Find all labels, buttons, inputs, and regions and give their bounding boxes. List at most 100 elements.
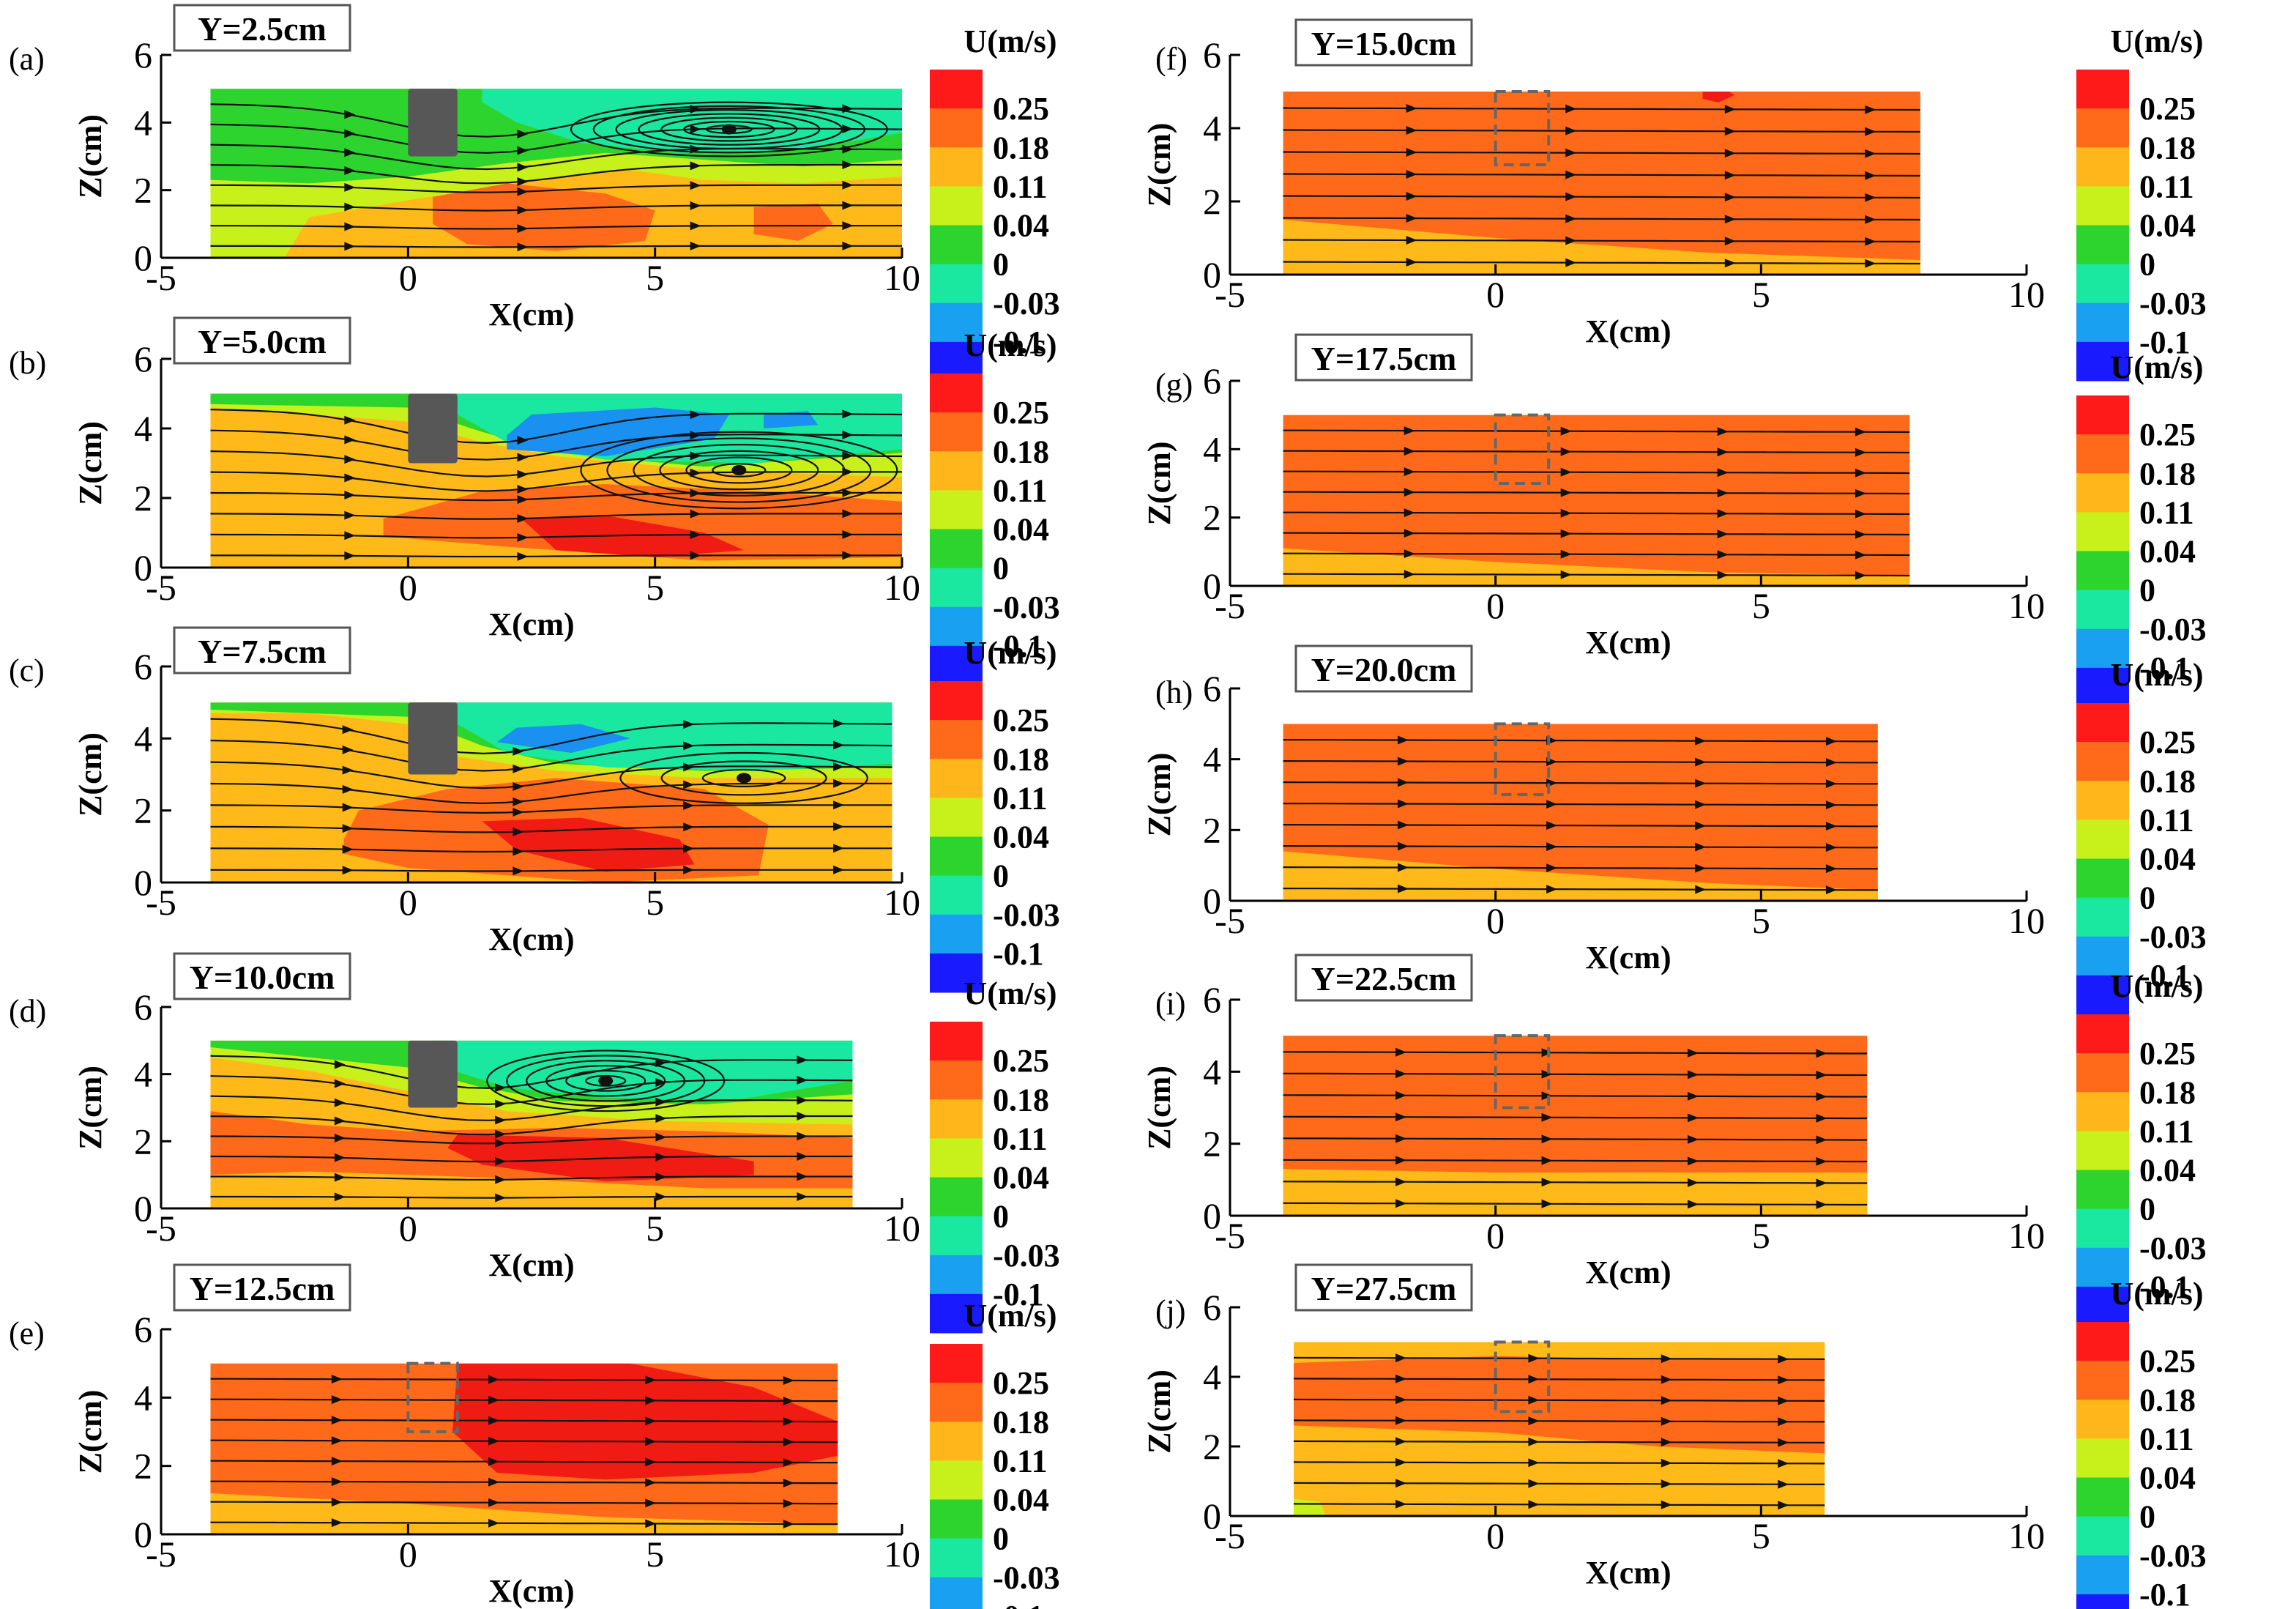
panel-label: (b)	[9, 345, 46, 381]
colorbar-title: U(m/s)	[2110, 349, 2203, 385]
streamline	[210, 1135, 853, 1145]
stream-arrow	[495, 1193, 507, 1203]
contour-region-orange	[1283, 220, 1920, 275]
contour-region-blue	[496, 724, 630, 753]
stream-arrow	[1404, 529, 1415, 538]
contour-region-blue	[507, 407, 729, 456]
stream-arrow	[783, 1396, 794, 1405]
colorbar-cell	[930, 953, 983, 993]
colorbar-cell	[2076, 1477, 2129, 1517]
x-tick-label: 0	[399, 882, 417, 923]
x-tick-label: -5	[1215, 585, 1245, 626]
cylinder-solid	[408, 702, 458, 775]
title-box	[173, 1263, 351, 1312]
colorbar-tick-label: 0.11	[993, 1443, 1048, 1479]
stream-arrow	[1560, 488, 1572, 497]
stream-arrow	[1688, 1070, 1699, 1080]
streamline	[1283, 739, 1878, 743]
stream-arrow	[344, 148, 356, 157]
stream-arrow	[331, 1416, 343, 1425]
vortex-ring	[685, 456, 793, 484]
colorbar-cell	[2076, 512, 2129, 551]
stream-arrow	[783, 1457, 794, 1467]
stream-arrow	[1717, 550, 1729, 560]
x-tick-label: 5	[1752, 274, 1770, 315]
streamline	[1283, 429, 1910, 434]
colorbar-cell	[2076, 186, 2129, 226]
stream-arrow	[833, 800, 845, 810]
colorbar: U(m/s)0.250.180.110.040-0.03-0.1	[930, 635, 1060, 993]
stream-arrow	[1398, 799, 1409, 809]
streamlines	[210, 718, 892, 876]
stream-arrow	[488, 1395, 500, 1405]
stream-arrow	[1565, 192, 1577, 201]
stream-arrow	[1398, 757, 1409, 766]
y-tick-label: 6	[134, 986, 152, 1028]
colorbar: U(m/s)0.250.180.110.040-0.03-0.1	[930, 1298, 1060, 1609]
colorbar-tick-label: 0.25	[2139, 1036, 2196, 1071]
stream-arrow	[1660, 1354, 1672, 1364]
stream-arrow	[1865, 237, 1876, 246]
stream-arrow	[344, 202, 356, 212]
stream-arrow	[1778, 1479, 1789, 1489]
colorbar-cell	[2076, 897, 2129, 937]
y-tick-label: 2	[134, 1446, 152, 1487]
contour-field	[210, 1040, 853, 1208]
stream-arrow	[1660, 1375, 1672, 1384]
stream-arrow	[517, 129, 529, 138]
stream-arrow	[1395, 1134, 1407, 1143]
panel-title: Y=5.0cm	[198, 323, 327, 360]
stream-arrow	[783, 1519, 794, 1528]
streamline	[210, 204, 902, 212]
cylinder-outline-dashed	[1494, 722, 1551, 796]
vortex-ring	[526, 1060, 686, 1102]
colorbar-tick-label: 0	[2139, 880, 2155, 916]
stream-arrow	[1695, 757, 1707, 767]
y-tick-label: 6	[134, 646, 152, 687]
x-tick-label: -5	[146, 882, 176, 923]
colorbar-tick-label: 0	[2139, 573, 2155, 609]
stream-arrow	[1825, 822, 1837, 831]
y-axis-label: Z(cm)	[72, 732, 108, 817]
x-tick-label: -5	[146, 1208, 176, 1249]
streamline	[1283, 107, 1920, 111]
colorbar-cell	[930, 798, 983, 837]
title-box	[1294, 1263, 1473, 1312]
streamlines	[1283, 1047, 1868, 1209]
stream-arrow	[683, 720, 695, 729]
stream-arrow	[1865, 215, 1876, 224]
stream-arrow	[344, 531, 356, 540]
colorbar-cell	[930, 759, 983, 798]
stream-arrow	[690, 530, 701, 540]
stream-arrow	[1865, 259, 1876, 268]
stream-arrow	[1778, 1354, 1789, 1364]
stream-arrow	[797, 1192, 808, 1201]
streamline	[1283, 845, 1878, 849]
y-tick-label: 4	[1203, 1051, 1221, 1092]
stream-arrow	[690, 551, 701, 560]
stream-arrow	[1688, 1134, 1699, 1144]
streamline	[1283, 803, 1878, 806]
contour-field	[210, 89, 902, 258]
vortex-ring	[606, 437, 872, 503]
colorbar: U(m/s)0.250.180.110.040-0.03-0.1	[930, 327, 1060, 685]
stream-arrow	[1865, 127, 1876, 136]
stream-arrow	[1404, 426, 1415, 436]
stream-arrow	[1546, 863, 1558, 873]
stream-arrow	[783, 1416, 794, 1426]
streamline	[1283, 239, 1920, 243]
colorbar-cell	[2076, 1400, 2129, 1439]
colorbar-title: U(m/s)	[963, 635, 1056, 671]
stream-arrow	[690, 241, 701, 250]
colorbar-cell	[930, 1460, 983, 1500]
title-box	[1294, 18, 1473, 67]
stream-arrow	[512, 847, 524, 856]
stream-arrow	[512, 866, 524, 876]
colorbar-tick-label: 0	[2139, 1499, 2155, 1535]
y-tick-label: 0	[1203, 254, 1221, 295]
colorbar-cell	[930, 1577, 983, 1609]
y-axis-label: Z(cm)	[1141, 123, 1177, 207]
stream-arrow	[1404, 549, 1415, 559]
y-axis-label: Z(cm)	[1141, 1370, 1177, 1454]
colorbar-tick-label: 0.11	[993, 472, 1048, 508]
